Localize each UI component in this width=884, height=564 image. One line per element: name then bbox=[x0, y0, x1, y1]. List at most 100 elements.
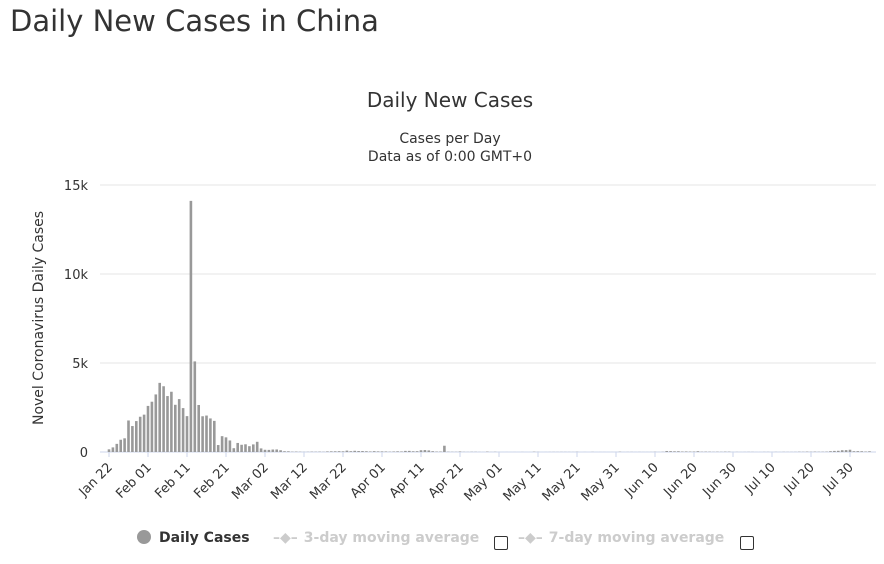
bar[interactable] bbox=[392, 451, 395, 452]
bar[interactable] bbox=[283, 451, 286, 452]
bar[interactable] bbox=[193, 361, 197, 452]
bar[interactable] bbox=[138, 416, 142, 452]
bar[interactable] bbox=[232, 448, 236, 452]
bar[interactable] bbox=[197, 404, 200, 452]
bar[interactable] bbox=[458, 451, 462, 452]
bar[interactable] bbox=[423, 450, 427, 452]
bar[interactable] bbox=[326, 451, 329, 452]
bar[interactable] bbox=[162, 386, 165, 452]
bar[interactable] bbox=[376, 451, 380, 452]
bar[interactable] bbox=[252, 444, 255, 452]
bar[interactable] bbox=[408, 450, 411, 452]
bar[interactable] bbox=[224, 437, 228, 452]
bar[interactable] bbox=[673, 451, 676, 452]
bar[interactable] bbox=[236, 442, 239, 452]
bar[interactable] bbox=[166, 396, 169, 452]
bar[interactable] bbox=[829, 451, 832, 452]
bar[interactable] bbox=[333, 451, 337, 452]
bar[interactable] bbox=[372, 451, 376, 452]
bar[interactable] bbox=[201, 416, 204, 452]
checkbox-7day[interactable] bbox=[740, 536, 754, 550]
bar[interactable] bbox=[158, 382, 161, 452]
bar[interactable] bbox=[369, 451, 372, 452]
bar[interactable] bbox=[213, 420, 216, 452]
bar[interactable] bbox=[115, 443, 119, 452]
bar[interactable] bbox=[142, 414, 146, 452]
bar[interactable] bbox=[107, 449, 111, 452]
bar[interactable] bbox=[353, 450, 356, 452]
bar[interactable] bbox=[131, 426, 134, 452]
legend-item-3day-average[interactable]: –◆– 3-day moving average bbox=[273, 530, 479, 546]
x-tick-label: May 01 bbox=[462, 460, 506, 504]
bar[interactable] bbox=[844, 450, 848, 452]
bar[interactable] bbox=[154, 394, 158, 452]
bar[interactable] bbox=[696, 451, 700, 452]
bar[interactable] bbox=[380, 451, 384, 452]
bar[interactable] bbox=[431, 451, 434, 452]
bar[interactable] bbox=[287, 451, 290, 452]
bar[interactable] bbox=[396, 451, 399, 452]
bar[interactable] bbox=[209, 418, 212, 452]
bar[interactable] bbox=[174, 404, 177, 452]
bar[interactable] bbox=[665, 450, 668, 452]
bar[interactable] bbox=[337, 451, 341, 452]
bar[interactable] bbox=[119, 439, 122, 452]
bar[interactable] bbox=[271, 449, 275, 452]
bar[interactable] bbox=[860, 451, 863, 452]
bar[interactable] bbox=[275, 449, 278, 452]
bar[interactable] bbox=[404, 450, 407, 452]
legend-item-7day-average[interactable]: –◆– 7-day moving average bbox=[518, 530, 724, 546]
bar[interactable] bbox=[669, 451, 672, 452]
bar[interactable] bbox=[111, 447, 115, 452]
bar[interactable] bbox=[146, 405, 150, 452]
bar[interactable] bbox=[267, 449, 271, 452]
x-tick-label: May 31 bbox=[579, 460, 623, 504]
bar[interactable] bbox=[255, 441, 259, 452]
legend-item-daily-cases[interactable]: Daily Cases bbox=[137, 530, 250, 546]
bar[interactable] bbox=[349, 451, 353, 452]
bar[interactable] bbox=[259, 448, 263, 452]
bar[interactable] bbox=[205, 415, 208, 452]
bar[interactable] bbox=[248, 446, 251, 452]
bar[interactable] bbox=[330, 451, 333, 452]
bar[interactable] bbox=[357, 451, 360, 452]
checkbox-3day[interactable] bbox=[494, 536, 508, 550]
bar[interactable] bbox=[220, 436, 224, 452]
bar[interactable] bbox=[419, 450, 423, 452]
bar[interactable] bbox=[677, 451, 680, 452]
bar[interactable] bbox=[837, 450, 840, 452]
bar[interactable] bbox=[427, 450, 431, 452]
bar[interactable] bbox=[345, 450, 349, 452]
bar[interactable] bbox=[181, 408, 185, 452]
bar[interactable] bbox=[411, 451, 415, 452]
bar[interactable] bbox=[384, 451, 388, 452]
bar[interactable] bbox=[868, 451, 871, 452]
bar[interactable] bbox=[123, 438, 126, 452]
bar[interactable] bbox=[341, 451, 345, 452]
bar[interactable] bbox=[185, 416, 189, 452]
bar[interactable] bbox=[135, 421, 138, 452]
bar[interactable] bbox=[244, 444, 247, 452]
bar[interactable] bbox=[279, 450, 282, 452]
bar[interactable] bbox=[415, 451, 419, 452]
bar[interactable] bbox=[263, 449, 267, 452]
bar[interactable] bbox=[365, 451, 368, 452]
bar[interactable] bbox=[840, 450, 844, 452]
bar[interactable] bbox=[150, 401, 154, 452]
bar[interactable] bbox=[127, 420, 130, 452]
chart-title: Daily New Cases bbox=[367, 88, 533, 112]
bar[interactable] bbox=[189, 200, 193, 452]
bar[interactable] bbox=[216, 445, 220, 452]
bar[interactable] bbox=[177, 399, 181, 452]
bar[interactable] bbox=[400, 451, 403, 452]
bar[interactable] bbox=[361, 451, 364, 452]
bar[interactable] bbox=[170, 391, 173, 452]
bar[interactable] bbox=[852, 451, 856, 452]
bar[interactable] bbox=[228, 440, 232, 452]
bar[interactable] bbox=[833, 450, 836, 452]
bar[interactable] bbox=[443, 445, 446, 452]
bar[interactable] bbox=[856, 451, 860, 452]
bar[interactable] bbox=[240, 444, 243, 452]
bar[interactable] bbox=[848, 449, 852, 452]
bar[interactable] bbox=[684, 451, 688, 452]
